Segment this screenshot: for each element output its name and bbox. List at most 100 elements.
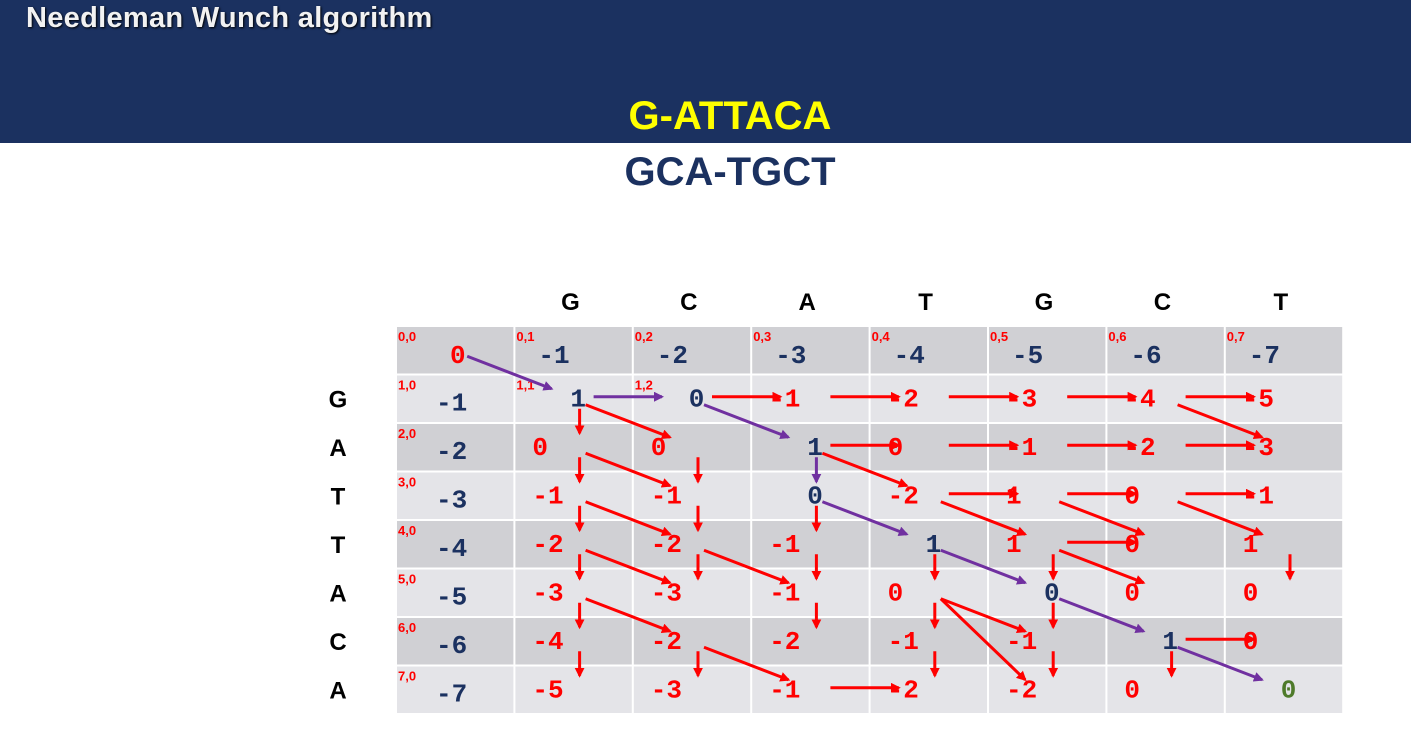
cell-score: 0: [888, 433, 904, 463]
traceback-arrow: [703, 403, 791, 440]
pointer-arrow: [939, 597, 1027, 682]
cell-score: -1: [769, 579, 800, 609]
column-header: C: [1154, 289, 1171, 316]
row-header: A: [329, 678, 346, 705]
cell-score: -2: [888, 385, 919, 415]
pointer-arrow: [1177, 403, 1264, 440]
cell-score: 0: [1281, 676, 1297, 706]
pointer-arrow: [585, 500, 672, 537]
traceback-arrow: [940, 548, 1028, 585]
cell-score: 1: [570, 385, 586, 415]
cell-score: -1: [769, 676, 800, 706]
pointer-arrow: [585, 597, 672, 634]
pointer-arrow: [703, 548, 791, 585]
cell-score: -1: [532, 482, 563, 512]
cell-index-label: 0,1: [516, 329, 534, 344]
pointer-arrow: [585, 451, 672, 488]
row-header: A: [329, 581, 346, 608]
cell-score: -1: [651, 482, 682, 512]
column-header: T: [918, 289, 933, 316]
row-header: C: [329, 629, 346, 656]
cell-score: -3: [1006, 385, 1037, 415]
cell-score: -2: [657, 341, 688, 371]
cell-score: 1: [1006, 482, 1022, 512]
column-header: T: [1273, 289, 1288, 316]
cell-index-label: 0,2: [635, 329, 653, 344]
pointer-arrow: [1058, 500, 1146, 537]
row-header: T: [331, 484, 346, 511]
cell-score: -2: [888, 482, 919, 512]
cell-score: -5: [436, 583, 467, 613]
cell-score: 1: [807, 433, 823, 463]
cell-score: 0: [1124, 676, 1140, 706]
cell-score: -4: [894, 341, 925, 371]
row-header: G: [329, 387, 348, 414]
cell-score: -1: [1006, 433, 1037, 463]
cell-index-label: 4,0: [398, 523, 416, 538]
cell-score: 0: [450, 341, 466, 371]
pointer-arrow: [821, 451, 909, 488]
cell-index-label: 0,3: [753, 329, 771, 344]
cell-score: -1: [769, 385, 800, 415]
cell-score: -2: [1124, 433, 1155, 463]
cell-score: 0: [1124, 530, 1140, 560]
cell-score: -2: [888, 676, 919, 706]
cell-score: 0: [532, 433, 548, 463]
cell-score: -4: [1124, 385, 1155, 415]
traceback-arrow: [1177, 645, 1264, 682]
cell-score: -1: [538, 341, 569, 371]
cell-index-label: 1,2: [635, 378, 653, 393]
row-header: T: [331, 532, 346, 559]
cell-index-label: 2,0: [398, 426, 416, 441]
cell-score: 0: [1124, 482, 1140, 512]
cell-score: -6: [1130, 341, 1161, 371]
cell-score: -1: [888, 627, 919, 657]
cell-score: -7: [1249, 341, 1280, 371]
cell-score: -3: [1243, 433, 1274, 463]
traceback-arrow: [466, 354, 554, 391]
cell-score: 1: [1243, 530, 1259, 560]
cell-score: 0: [1243, 579, 1259, 609]
cell-index-label: 7,0: [398, 669, 416, 684]
cell-score: -2: [532, 530, 563, 560]
cell-score: 0: [1124, 579, 1140, 609]
pointer-arrow: [1058, 548, 1146, 585]
cell-index-label: 0,4: [872, 329, 891, 344]
column-header: G: [1035, 289, 1054, 316]
cell-score: -3: [651, 676, 682, 706]
traceback-arrow: [821, 500, 909, 537]
pointer-arrow: [703, 645, 791, 682]
pointer-arrow: [585, 548, 672, 585]
alignment-top: G-ATTACA: [628, 94, 832, 138]
pointer-arrow: [940, 597, 1028, 634]
cell-score: -6: [436, 631, 467, 661]
pointer-arrow: [585, 403, 672, 440]
cell-score: -1: [1006, 627, 1037, 657]
cell-index-label: 0,6: [1108, 329, 1126, 344]
cell-index-label: 6,0: [398, 620, 416, 635]
cell-score: 1: [1006, 530, 1022, 560]
cell-score: -5: [532, 676, 563, 706]
cell-score: -2: [651, 627, 682, 657]
cell-score: -2: [769, 627, 800, 657]
cell-score: -5: [1012, 341, 1043, 371]
cell-score: 0: [1243, 627, 1259, 657]
cell-index-label: 3,0: [398, 475, 416, 490]
cell-index-label: 0,7: [1227, 329, 1245, 344]
cell-score: -2: [1006, 676, 1037, 706]
cell-score: -1: [1243, 482, 1274, 512]
row-header: A: [329, 435, 346, 462]
cell-score: -3: [775, 341, 806, 371]
cell-index-label: 0,5: [990, 329, 1008, 344]
column-header: A: [799, 289, 816, 316]
cell-index-label: 5,0: [398, 572, 416, 587]
cell-score: -1: [436, 389, 467, 419]
slide-title: Needleman Wunch algorithm: [26, 2, 433, 34]
cell-score: 0: [689, 385, 705, 415]
pointer-arrow: [940, 500, 1028, 537]
cell-score: -4: [532, 627, 563, 657]
cell-score: -3: [532, 579, 563, 609]
cell-score: 0: [888, 579, 904, 609]
cell-score: -7: [436, 680, 467, 710]
